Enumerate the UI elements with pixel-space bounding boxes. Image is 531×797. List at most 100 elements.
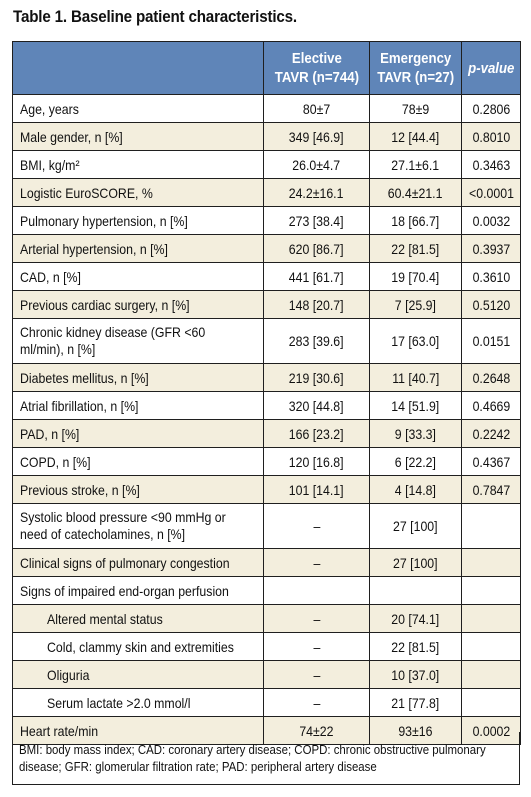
- p-value: 0.7847: [472, 481, 510, 498]
- elective-value: 320 [44.8]: [289, 397, 344, 414]
- emergency-value: 78±9: [401, 100, 430, 117]
- elective-value-cell: –: [263, 548, 370, 577]
- table-row: Diabetes mellitus, n [%] 219 [30.6] 11 [40…: [12, 363, 521, 392]
- p-value: 0.2806: [472, 100, 510, 117]
- row-label-cell: Diabetes mellitus, n [%]: [12, 363, 264, 392]
- row-label: Serum lactate >2.0 mmol/l: [47, 694, 191, 711]
- p-value-cell: 0.5120: [461, 290, 521, 319]
- elective-value-cell: 120 [16.8]: [263, 447, 370, 476]
- emergency-value-cell: 7 [25.9]: [369, 290, 462, 319]
- emergency-value-cell: 14 [51.9]: [369, 391, 462, 420]
- p-value: 0.5120: [472, 296, 510, 313]
- row-label-cell: Previous stroke, n [%]: [12, 475, 264, 504]
- emergency-value: 10 [37.0]: [391, 666, 440, 683]
- p-value-cell: [461, 604, 521, 633]
- p-value-cell: [461, 548, 521, 577]
- table-row: Altered mental status – 20 [74.1]: [12, 604, 521, 633]
- row-label-cell: Signs of impaired end-organ perfusion: [12, 576, 264, 605]
- elective-value-cell: 283 [39.6]: [263, 318, 370, 364]
- emergency-value-cell: 27 [100]: [369, 503, 462, 549]
- row-label: Atrial fibrillation, n [%]: [20, 397, 139, 414]
- p-value-cell: 0.0032: [461, 206, 521, 235]
- elective-value: 620 [86.7]: [289, 240, 344, 257]
- table-row: Oliguria – 10 [37.0]: [12, 660, 521, 689]
- p-value: 0.3937: [472, 240, 510, 257]
- emergency-value: 11 [40.7]: [391, 369, 440, 386]
- row-label-cell: Atrial fibrillation, n [%]: [12, 391, 264, 420]
- row-label-cell: CAD, n [%]: [12, 262, 264, 291]
- header-pvalue: p-value: [461, 41, 521, 95]
- row-label: Clinical signs of pulmonary congestion: [20, 554, 230, 571]
- p-value-cell: <0.0001: [461, 178, 521, 207]
- elective-value-cell: 320 [44.8]: [263, 391, 370, 420]
- p-value-cell: 0.4669: [461, 391, 521, 420]
- elective-value-cell: 273 [38.4]: [263, 206, 370, 235]
- p-value-cell: [461, 660, 521, 689]
- row-label: Altered mental status: [47, 610, 163, 627]
- row-label-cell: Heart rate/min: [12, 716, 264, 745]
- row-label: Previous cardiac surgery, n [%]: [20, 296, 190, 313]
- table-row: Chronic kidney disease (GFR <60 ml/min),…: [12, 318, 521, 364]
- elective-value-cell: [263, 576, 370, 605]
- p-value-cell: [461, 632, 521, 661]
- emergency-value: 22 [81.5]: [391, 240, 440, 257]
- elective-value-cell: 148 [20.7]: [263, 290, 370, 319]
- p-value: 0.4367: [472, 453, 510, 470]
- emergency-value: 19 [70.4]: [391, 268, 440, 285]
- table-row: COPD, n [%] 120 [16.8] 6 [22.2] 0.4367: [12, 447, 521, 476]
- elective-value: –: [313, 518, 320, 534]
- row-label-cell: Oliguria: [12, 660, 264, 689]
- p-value-cell: 0.3610: [461, 262, 521, 291]
- table-row: Heart rate/min 74±22 93±16 0.0002: [12, 716, 521, 745]
- elective-value: –: [313, 638, 320, 655]
- elective-value: –: [313, 666, 320, 683]
- table-row: Age, years 80±7 78±9 0.2806: [12, 94, 521, 123]
- p-value: 0.0032: [472, 212, 510, 229]
- row-label: COPD, n [%]: [20, 453, 91, 470]
- table-row: PAD, n [%] 166 [23.2] 9 [33.3] 0.2242: [12, 419, 521, 448]
- table-row: Previous cardiac surgery, n [%] 148 [20.7…: [12, 290, 521, 319]
- row-label-cell: Systolic blood pressure <90 mmHg or need…: [12, 503, 264, 549]
- row-label: Signs of impaired end-organ perfusion: [20, 582, 229, 599]
- emergency-value: 60.4±21.1: [388, 184, 443, 201]
- table-row: BMI, kg/m² 26.0±4.7 27.1±6.1 0.3463: [12, 150, 521, 179]
- elective-value: 24.2±16.1: [289, 184, 344, 201]
- row-label: Diabetes mellitus, n [%]: [20, 369, 149, 386]
- elective-value: 219 [30.6]: [289, 369, 344, 386]
- row-label-cell: Arterial hypertension, n [%]: [12, 234, 264, 263]
- row-label-cell: Previous cardiac surgery, n [%]: [12, 290, 264, 319]
- emergency-value: 27.1±6.1: [391, 156, 440, 173]
- emergency-value-cell: 27 [100]: [369, 548, 462, 577]
- emergency-value-cell: 11 [40.7]: [369, 363, 462, 392]
- table-row: Atrial fibrillation, n [%] 320 [44.8] 14 […: [12, 391, 521, 420]
- row-label: Age, years: [20, 100, 79, 117]
- elective-value-cell: 620 [86.7]: [263, 234, 370, 263]
- emergency-value: 18 [66.7]: [391, 212, 440, 229]
- emergency-value: 20 [74.1]: [391, 610, 440, 627]
- emergency-value: 7 [25.9]: [394, 296, 437, 313]
- elective-value-cell: –: [263, 632, 370, 661]
- header-elective-line1: Elective: [291, 50, 342, 67]
- table-row: CAD, n [%] 441 [61.7] 19 [70.4] 0.3610: [12, 262, 521, 291]
- elective-value: 80±7: [302, 100, 331, 117]
- elective-value: –: [313, 610, 320, 627]
- table-row: Arterial hypertension, n [%] 620 [86.7] 22…: [12, 234, 521, 263]
- emergency-value-cell: [369, 576, 462, 605]
- header-elective: Elective TAVR (n=744): [263, 41, 370, 95]
- row-label: Heart rate/min: [20, 722, 99, 739]
- emergency-value-cell: 19 [70.4]: [369, 262, 462, 291]
- row-label-cell: Pulmonary hypertension, n [%]: [12, 206, 264, 235]
- emergency-value-cell: 78±9: [369, 94, 462, 123]
- header-emergency-line2: TAVR (n=27): [377, 69, 454, 86]
- p-value: 0.0151: [472, 333, 510, 349]
- row-label-cell: COPD, n [%]: [12, 447, 264, 476]
- p-value: 0.3610: [472, 268, 510, 285]
- table-row: Cold, clammy skin and extremities – 22 [81…: [12, 632, 521, 661]
- row-label: Pulmonary hypertension, n [%]: [20, 212, 188, 229]
- p-value-cell: 0.3937: [461, 234, 521, 263]
- emergency-value-cell: 17 [63.0]: [369, 318, 462, 364]
- p-value-cell: 0.8010: [461, 122, 521, 151]
- elective-value-cell: –: [263, 688, 370, 717]
- row-label: Systolic blood pressure <90 mmHg or need…: [20, 509, 226, 542]
- row-label: PAD, n [%]: [20, 425, 80, 442]
